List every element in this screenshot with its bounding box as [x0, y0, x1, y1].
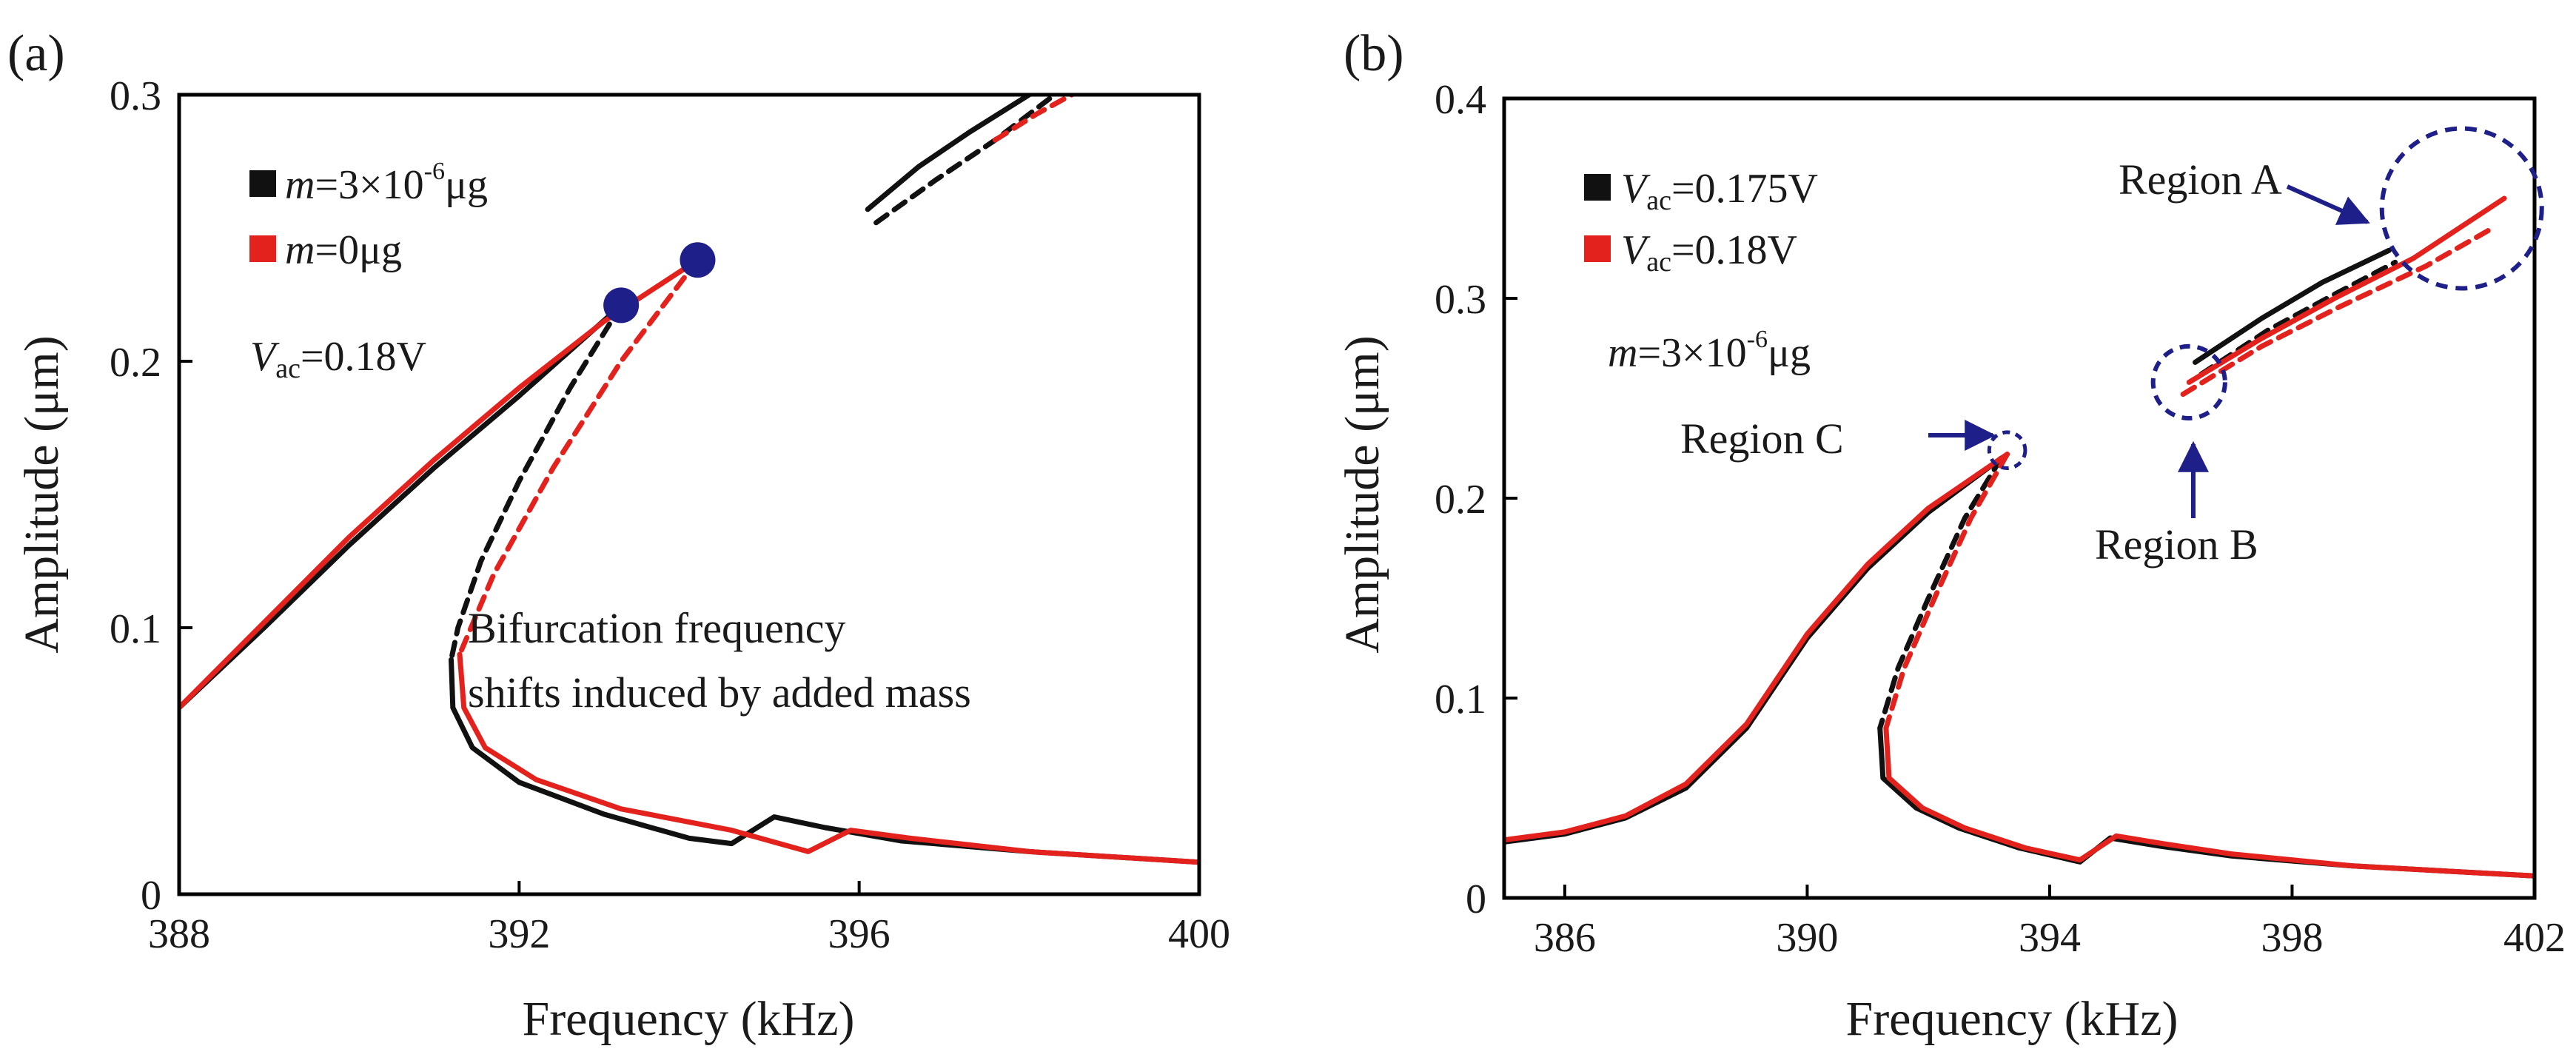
- panel-a-series-line-4: [873, 95, 1058, 226]
- panel-a-parameter-label: Vac=0.18V: [250, 334, 426, 384]
- region-a-circle: [2379, 126, 2544, 291]
- panel-b-y-tick-label-2: 0.2: [1435, 477, 1486, 523]
- panel-b-x-tick-label-0: 386: [1534, 915, 1596, 961]
- panel-b-label: (b): [1344, 25, 1404, 82]
- bifurcation-annotation-line-2: shifts induced by added mass: [468, 668, 971, 717]
- panel-a-x-tick-label-0: 388: [148, 911, 210, 957]
- panel-a-series: [179, 95, 1199, 865]
- panel-a-series-line-3: [865, 95, 1032, 212]
- panel-b-y-ticks: 0 0.1 0.2 0.3 0.4: [1435, 77, 1517, 922]
- panel-a-x-tick-label-1: 392: [488, 911, 550, 957]
- panel-a-y-tick-label-1: 0.1: [110, 606, 161, 652]
- panel-b: (b) 386 390 394 398 402 0 0.1 0.2 0.3 0.4 Freque…: [1335, 25, 2566, 1046]
- panel-a-y-axis-label: Amplitude (μm): [15, 335, 69, 653]
- panel-b-x-tick-label-4: 402: [2503, 915, 2566, 961]
- panel-b-x-tick-label-3: 398: [2261, 915, 2323, 961]
- panel-a-x-ticks: 388 392 396 400: [148, 881, 1230, 957]
- panel-a-x-tick-label-3: 400: [1168, 911, 1230, 957]
- bifurcation-annotation-line-1: Bifurcation frequency: [468, 604, 846, 652]
- panel-a-series-line-5: [179, 257, 700, 711]
- panel-b-y-tick-label-3: 0.3: [1435, 277, 1486, 323]
- region-b-label: Region B: [2095, 520, 2258, 569]
- panel-b-parameter-label: m=3×10-6μg: [1608, 326, 1811, 376]
- panel-a-x-tick-label-2: 396: [828, 911, 890, 957]
- panel-a-y-tick-label-0: 0: [141, 873, 161, 919]
- panel-b-x-tick-label-1: 390: [1776, 915, 1838, 961]
- panel-b-y-tick-label-1: 0.1: [1435, 677, 1486, 722]
- panel-b-series-line-1: [1877, 455, 2004, 731]
- panel-b-series: [1504, 195, 2535, 879]
- panel-a-x-axis-label: Frequency (kHz): [523, 992, 855, 1046]
- region-c-circle: [1987, 430, 2027, 471]
- panel-b-series-line-0: [1504, 455, 2004, 845]
- panel-b-x-ticks: 386 390 394 398 402: [1534, 885, 2566, 961]
- panel-b-series-line-7: [1883, 725, 2535, 879]
- panel-a-plot-frame: [177, 93, 1201, 896]
- region-b-circle: [2150, 343, 2227, 421]
- panel-a-series-line-7: [457, 651, 1199, 865]
- panel-a-series-line-2: [449, 657, 1199, 865]
- legend-b-swatch-0: [1584, 174, 1611, 201]
- panel-b-series-line-8: [2186, 195, 2507, 385]
- panel-b-x-axis-label: Frequency (kHz): [1846, 992, 2178, 1046]
- panel-b-series-line-4: [2198, 259, 2398, 378]
- panel-b-series-line-5: [1504, 452, 2010, 843]
- legend-a-swatch-0: [249, 170, 276, 197]
- panel-b-plot-frame: [1502, 96, 2537, 900]
- panel-a-series-line-1: [449, 302, 624, 663]
- region-a-label: Region A: [2119, 155, 2282, 204]
- legend-b-entry-1: Vac=0.18V: [1621, 227, 1797, 278]
- legend-a-entry-1: m=0μg: [285, 227, 402, 273]
- panel-b-series-line-9: [2180, 226, 2495, 398]
- legend-a-swatch-1: [249, 235, 276, 262]
- regions: Region A Region B Region C: [1680, 126, 2544, 569]
- region-c-label: Region C: [1680, 415, 1844, 463]
- panel-a-y-tick-label-3: 0.3: [110, 73, 161, 119]
- panel-b-x-tick-label-2: 394: [2019, 915, 2081, 961]
- bifurcation-point-0: [603, 287, 640, 323]
- bifurcation-points: [603, 242, 716, 323]
- panel-a-series-line-8: [992, 95, 1075, 143]
- region-a-arrow: [2286, 184, 2370, 225]
- legend-b-swatch-1: [1584, 235, 1611, 262]
- panel-a-series-line-0: [179, 302, 624, 711]
- panel-a-label: (a): [7, 25, 65, 82]
- panel-b-series-line-2: [1877, 725, 2535, 879]
- panel-b-y-axis-label: Amplitude (μm): [1335, 335, 1389, 653]
- panel-b-series-line-3: [2193, 247, 2392, 365]
- panel-b-y-tick-label-0: 0: [1466, 876, 1486, 922]
- panel-a-series-line-6: [457, 257, 700, 657]
- panel-b-y-tick-label-4: 0.4: [1435, 77, 1486, 123]
- panel-a: (a) 388 392 396 400 0 0.1 0.2 0.3 Frequency (k…: [7, 25, 1230, 1046]
- panel-a-y-ticks: 0 0.1 0.2 0.3: [110, 73, 192, 919]
- legend-a-entry-0: m=3×10-6μg: [285, 158, 488, 208]
- legend-b-entry-0: Vac=0.175V: [1621, 166, 1818, 216]
- bifurcation-point-1: [680, 242, 716, 278]
- panel-b-series-line-6: [1883, 452, 2010, 731]
- panel-a-y-tick-label-2: 0.2: [110, 340, 161, 386]
